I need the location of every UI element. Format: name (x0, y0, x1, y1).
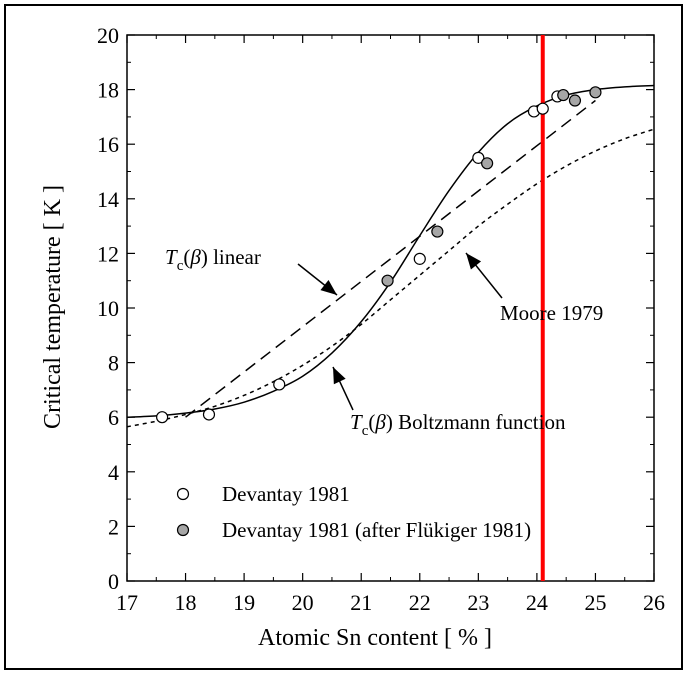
y-tick-label: 12 (97, 241, 119, 266)
data-point-open (202, 408, 216, 421)
x-tick-label: 21 (350, 590, 372, 615)
t-subscript: c (362, 423, 369, 439)
y-axis: 0 2 4 6 8 10 12 14 16 18 20 (97, 23, 654, 594)
t-symbol: T (350, 410, 363, 434)
t-subscript: c (177, 258, 184, 274)
data-point-open (536, 102, 549, 115)
legend-marker-filled (176, 523, 190, 537)
data-point-open (156, 411, 169, 424)
curve-moore (127, 128, 654, 428)
x-tick-label: 26 (643, 590, 665, 615)
data-point-filled (381, 274, 394, 287)
x-axis: 17 18 19 20 21 22 23 24 25 26 (116, 35, 665, 615)
annotation-boltzmann-suffix: ) Boltzmann function (386, 410, 566, 434)
data-point-open (273, 378, 286, 391)
legend: Devantay 1981 Devantay 1981 (after Flüki… (176, 482, 531, 542)
t-symbol: T (165, 245, 178, 269)
data-point-filled (568, 94, 582, 107)
legend-label-open: Devantay 1981 (222, 482, 350, 506)
beta-open: ( (368, 410, 375, 434)
data-point-open (472, 151, 485, 164)
y-tick-label: 0 (108, 569, 119, 594)
y-axis-label: Critical temperature [ K ] (40, 185, 66, 429)
beta-symbol: β (374, 410, 386, 434)
x-tick-label: 20 (292, 590, 314, 615)
annotation-boltzmann: Tc(β) Boltzmann function (350, 410, 566, 439)
x-tick-label: 18 (175, 590, 197, 615)
curve-linear (185, 99, 596, 418)
legend-marker-open (176, 487, 190, 501)
x-tick-label: 19 (233, 590, 255, 615)
beta-open: ( (183, 245, 190, 269)
x-tick-label: 17 (116, 590, 138, 615)
y-tick-label: 18 (97, 78, 119, 103)
arrow-boltzmann-head (333, 367, 346, 385)
data-point-filled (431, 225, 444, 238)
x-tick-label: 24 (526, 590, 548, 615)
annotation-linear-suffix: ) linear (201, 245, 261, 269)
beta-symbol: β (189, 245, 201, 269)
x-tick-label: 22 (409, 590, 431, 615)
y-tick-label: 4 (108, 460, 119, 485)
data-point-open (413, 252, 426, 265)
data-point-filled (557, 88, 570, 102)
annotation-arrows (297, 252, 503, 411)
y-tick-label: 2 (108, 514, 119, 539)
x-axis-label: Atomic Sn content [ % ] (258, 625, 492, 651)
y-tick-label: 8 (108, 351, 119, 376)
arrow-moore-head (466, 253, 482, 270)
y-tick-label: 14 (97, 187, 119, 212)
legend-label-filled: Devantay 1981 (after Flükiger 1981) (222, 518, 531, 542)
x-tick-label: 25 (584, 590, 606, 615)
y-tick-label: 20 (97, 23, 119, 48)
x-tick-label: 23 (467, 590, 489, 615)
y-tick-label: 16 (97, 132, 119, 157)
annotation-moore: Moore 1979 (500, 301, 603, 325)
y-tick-label: 6 (108, 405, 119, 430)
arrow-linear-head (320, 279, 337, 295)
figure-frame (4, 4, 683, 670)
data-point-filled (589, 86, 602, 99)
annotation-linear: Tc(β) linear (165, 245, 261, 274)
data-point-filled (481, 157, 494, 170)
y-tick-label: 10 (97, 296, 119, 321)
